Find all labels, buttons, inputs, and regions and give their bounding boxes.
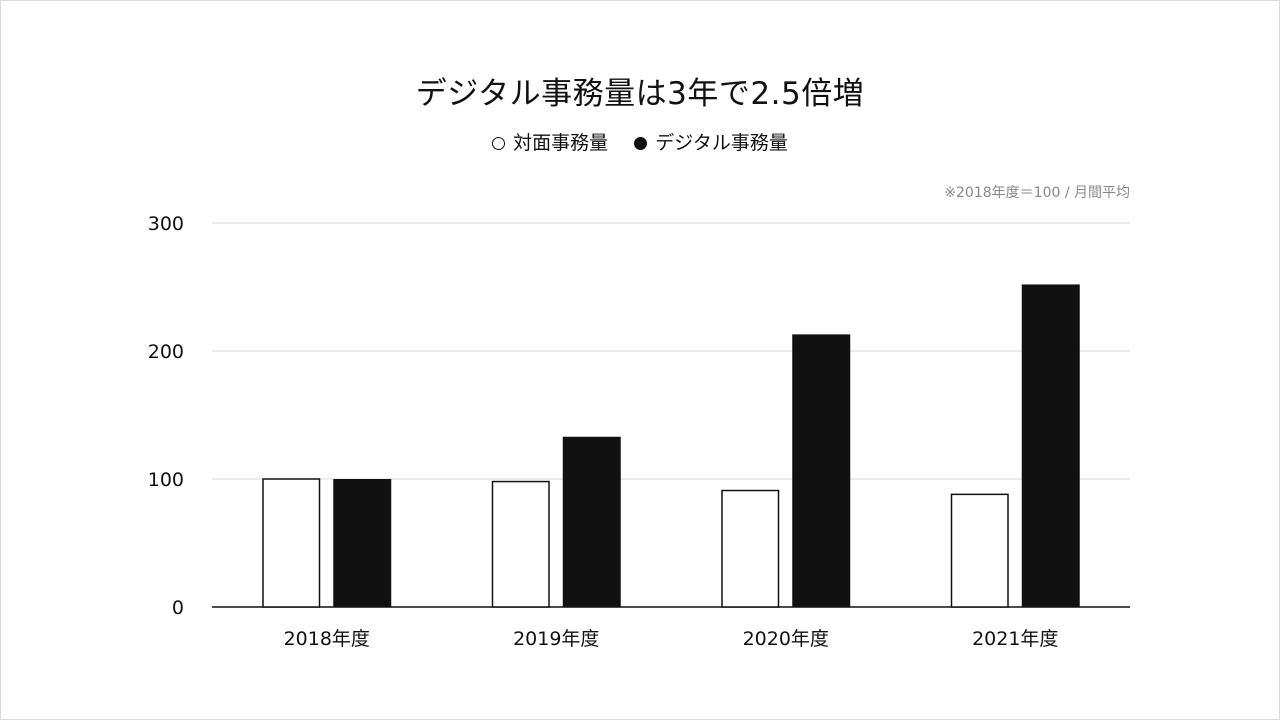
legend-item-face-to-face: 対面事務量 bbox=[492, 128, 608, 155]
bar-digital-3 bbox=[1021, 284, 1080, 607]
bar-face-to-face-1 bbox=[491, 480, 550, 608]
bar-face-to-face-2 bbox=[721, 489, 780, 608]
legend-filled-circle-icon bbox=[634, 137, 648, 150]
bar-digital-0 bbox=[333, 479, 392, 607]
y-tick-label-100: 100 bbox=[148, 469, 184, 491]
chart-note: ※2018年度＝100 / 月間平均 bbox=[944, 185, 1130, 201]
legend-label-face-to-face: 対面事務量 bbox=[513, 132, 609, 154]
bar-digital-1 bbox=[562, 436, 621, 607]
bar-face-to-face-3 bbox=[950, 493, 1009, 608]
bar-digital-2 bbox=[792, 334, 851, 607]
legend: 対面事務量 デジタル事務量 bbox=[0, 128, 1280, 155]
legend-label-digital: デジタル事務量 bbox=[655, 132, 788, 154]
bar-face-to-face-0 bbox=[262, 478, 321, 608]
x-tick-label-0: 2018年度 bbox=[284, 628, 370, 650]
legend-item-digital: デジタル事務量 bbox=[634, 128, 788, 155]
chart-title: デジタル事務量は3年で2.5倍増 bbox=[415, 76, 865, 112]
x-tick-label-3: 2021年度 bbox=[972, 628, 1058, 650]
legend-open-circle-icon bbox=[492, 137, 506, 150]
y-tick-label-0: 0 bbox=[172, 597, 184, 619]
y-tick-label-300: 300 bbox=[148, 213, 184, 235]
x-tick-label-1: 2019年度 bbox=[513, 628, 599, 650]
y-tick-label-200: 200 bbox=[148, 341, 184, 363]
x-tick-label-2: 2020年度 bbox=[743, 628, 829, 650]
